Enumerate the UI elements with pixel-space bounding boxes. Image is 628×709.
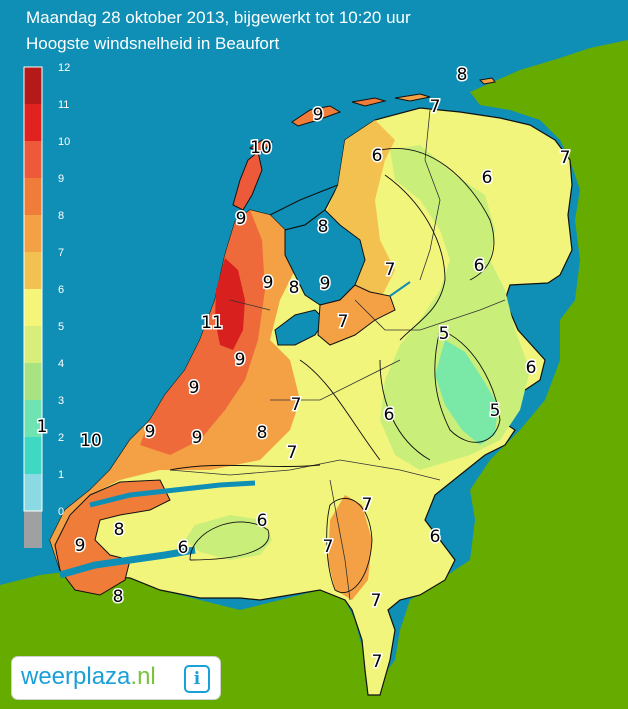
beaufort-value-label: 6	[482, 168, 493, 188]
legend-tick-label: 11	[58, 99, 69, 111]
river-estuary-south	[89, 480, 256, 508]
logo-suffix: .nl	[130, 663, 156, 690]
beaufort-value-label: 6	[257, 511, 268, 531]
map-title: Maandag 28 oktober 2013, bijgewerkt tot …	[26, 8, 411, 27]
friesland-coast	[269, 184, 339, 216]
beaufort-value-label: 7	[430, 97, 441, 117]
zone-bft7-south	[328, 495, 372, 600]
wadden-island-ameland	[351, 97, 387, 107]
beaufort-value-label: 9	[263, 273, 274, 293]
beaufort-value-label: 10	[80, 431, 102, 451]
legend-swatch	[24, 326, 42, 363]
logo-brand: weerplaza	[21, 663, 131, 690]
legend-frame	[23, 66, 43, 512]
beaufort-value-label: 7	[362, 495, 373, 515]
beaufort-value-label: 7	[323, 537, 334, 557]
legend-tick-label: 1	[58, 469, 64, 481]
legend-swatch	[24, 474, 42, 511]
beaufort-value-label: 7	[291, 395, 302, 415]
beaufort-value-label: 7	[560, 148, 571, 168]
legend-tick-label: 2	[58, 432, 64, 444]
legend-tick-label: 8	[58, 210, 64, 222]
beaufort-value-label: 5	[439, 324, 450, 344]
info-icon: i	[184, 665, 210, 693]
legend-tick-label: 5	[58, 321, 64, 333]
beaufort-value-label: 6	[430, 527, 441, 547]
beaufort-value-label: 7	[287, 443, 298, 463]
beaufort-value-label: 8	[457, 65, 468, 85]
legend-swatch	[24, 178, 42, 215]
beaufort-value-label: 9	[320, 274, 331, 294]
river-ijssel	[389, 281, 411, 297]
logo-wordmark: weerplaza.nl	[21, 663, 156, 691]
legend-tick-label: 0	[58, 506, 64, 518]
zone-bft5	[435, 340, 498, 445]
legend-tick-label: 4	[58, 358, 64, 370]
beaufort-value-label: 9	[75, 536, 86, 556]
beaufort-value-label: 10	[250, 138, 272, 158]
weerplaza-logo[interactable]: weerplaza.nl i	[12, 657, 220, 699]
legend-tick-label: 6	[58, 284, 64, 296]
beaufort-value-label: 1	[37, 417, 48, 437]
beaufort-value-label: 5	[490, 401, 501, 421]
beaufort-value-label: 6	[178, 538, 189, 558]
wadden-island-terschelling	[291, 105, 342, 127]
legend-swatch	[24, 511, 42, 548]
beaufort-value-label: 9	[145, 422, 156, 442]
legend-tick-label: 3	[58, 395, 64, 407]
beaufort-value-label: 7	[371, 591, 382, 611]
wadden-island-vlieland	[248, 139, 274, 153]
legend-swatch	[24, 289, 42, 326]
neighbour-land-east	[0, 40, 628, 709]
legend-swatch	[24, 67, 42, 104]
legend-swatch	[24, 104, 42, 141]
legend-swatch	[24, 252, 42, 289]
isobar-lines	[169, 148, 501, 593]
wadden-island-schiermonnikoog	[394, 93, 431, 102]
zone-bft7-north	[325, 120, 395, 300]
river-westerschelde	[59, 546, 196, 579]
beaufort-value-label: 9	[192, 428, 203, 448]
beaufort-value-label: 8	[318, 217, 329, 237]
beaufort-value-label: 7	[338, 312, 349, 332]
legend-swatch	[24, 400, 42, 437]
beaufort-value-label: 7	[372, 652, 383, 672]
beaufort-value-label: 7	[385, 260, 396, 280]
legend-swatch	[24, 215, 42, 252]
beaufort-value-label: 6	[474, 256, 485, 276]
legend-tick-label: 9	[58, 173, 64, 185]
beaufort-value-label: 11	[201, 313, 223, 333]
beaufort-value-label: 8	[114, 520, 125, 540]
beaufort-value-label: 9	[236, 209, 247, 229]
beaufort-value-label: 8	[113, 587, 124, 607]
beaufort-value-label: 9	[235, 350, 246, 370]
legend-swatch	[24, 363, 42, 400]
legend-tick-label: 7	[58, 247, 64, 259]
wadden-island-rottumeroog	[478, 77, 496, 85]
map-subtitle: Hoogste windsnelheid in Beaufort	[26, 34, 280, 53]
flevoland	[317, 284, 396, 346]
beaufort-value-label: 8	[257, 423, 268, 443]
legend-tick-label: 12	[58, 62, 70, 74]
legend-tick-label: 10	[58, 136, 70, 148]
zone-bft11	[215, 258, 245, 350]
legend-swatch	[24, 437, 42, 474]
beaufort-value-label: 6	[526, 358, 537, 378]
beaufort-value-label: 9	[189, 378, 200, 398]
beaufort-value-label: 6	[384, 405, 395, 425]
legend-swatch	[24, 141, 42, 178]
beaufort-value-label: 9	[313, 105, 324, 125]
zone-bft6-southwest	[185, 515, 272, 560]
legend-colorbar	[23, 66, 43, 548]
beaufort-value-label: 8	[289, 278, 300, 298]
beaufort-value-label: 6	[372, 146, 383, 166]
wadden-island-texel	[232, 151, 263, 211]
